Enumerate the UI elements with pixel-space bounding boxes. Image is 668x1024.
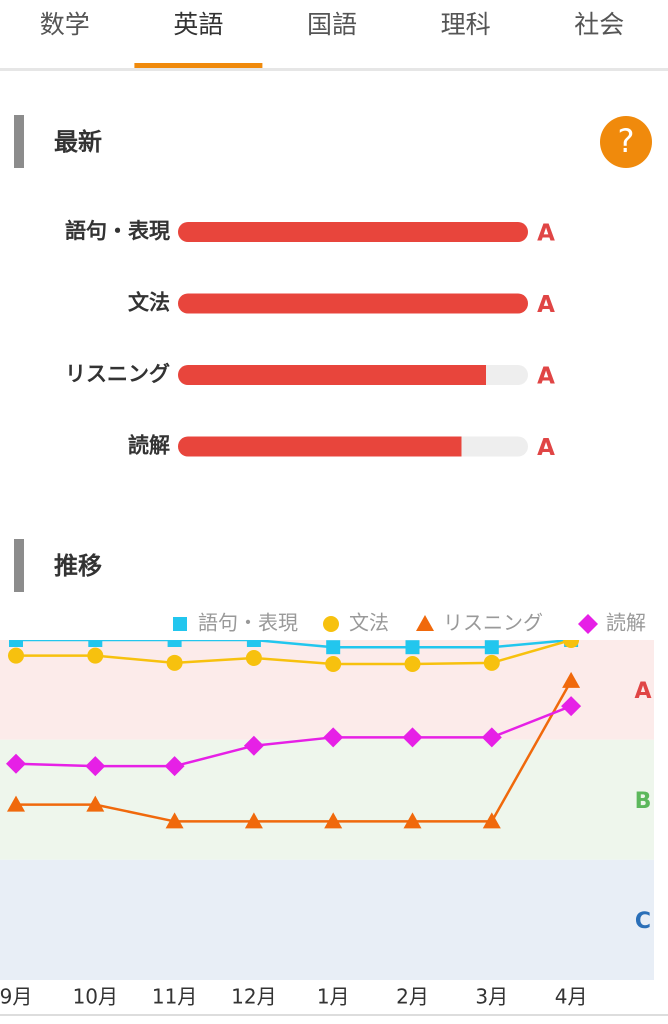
x-tick-label: 1月: [317, 985, 350, 1009]
series-line: [16, 680, 573, 823]
bar-label: 文法: [128, 291, 170, 315]
marker: [88, 640, 103, 647]
marker: [324, 812, 343, 829]
grade: A: [537, 435, 555, 461]
band-label: B: [635, 789, 652, 814]
legend-label: 語句・表現: [198, 611, 298, 635]
legend-marker: [323, 616, 339, 632]
legend-marker: [578, 614, 598, 634]
legend-label: リスニング: [443, 611, 543, 635]
marker: [6, 753, 26, 774]
marker: [245, 650, 262, 667]
marker: [402, 727, 423, 748]
bar-label: リスニング: [65, 362, 170, 386]
marker: [561, 696, 582, 717]
section-marker: [14, 539, 24, 592]
bar: [178, 293, 529, 314]
series-layer: [6, 640, 582, 829]
bar: [178, 365, 486, 385]
section-marker: [14, 115, 24, 168]
marker: [165, 812, 184, 829]
tab-label[interactable]: 社会: [574, 10, 624, 39]
band-label: A: [634, 679, 651, 704]
marker: [323, 727, 344, 748]
grade-band: [0, 859, 654, 980]
bar: [178, 222, 528, 242]
marker: [164, 756, 185, 777]
tab-label[interactable]: 理科: [441, 10, 491, 39]
legend-marker: [416, 615, 434, 631]
marker: [482, 812, 501, 829]
marker: [87, 647, 104, 664]
series-line: [15, 704, 572, 768]
grade: A: [537, 221, 555, 247]
tab-label[interactable]: 数学: [40, 10, 90, 39]
marker: [481, 727, 502, 748]
x-tick-label: 9月: [0, 985, 32, 1009]
x-tick-label: 10月: [73, 985, 118, 1009]
marker: [405, 640, 420, 655]
marker: [166, 654, 183, 671]
grade: A: [537, 292, 555, 318]
marker: [167, 640, 182, 647]
marker: [9, 640, 23, 647]
tab-label[interactable]: 英語: [173, 10, 223, 39]
marker: [325, 656, 342, 673]
bar-label: 読解: [128, 434, 170, 458]
legend-label: 読解: [606, 611, 646, 635]
marker: [563, 640, 580, 648]
grade: A: [537, 364, 555, 390]
x-tick-label: 11月: [152, 985, 197, 1009]
marker: [244, 812, 263, 829]
bar-label: 語句・表現: [65, 219, 170, 243]
marker: [85, 756, 106, 777]
legend-label: 文法: [349, 611, 389, 635]
x-tick-label: 3月: [475, 985, 508, 1009]
help-icon[interactable]: ?: [618, 122, 635, 160]
tab-label[interactable]: 国語: [307, 10, 357, 39]
marker: [246, 640, 261, 647]
marker: [484, 640, 499, 655]
section-title: 推移: [54, 552, 102, 580]
marker: [7, 795, 25, 812]
marker: [86, 795, 105, 812]
marker: [483, 654, 500, 671]
x-tick-label: 12月: [231, 985, 276, 1009]
x-tick-label: 2月: [396, 985, 429, 1009]
help-button[interactable]: [600, 116, 652, 168]
marker: [326, 640, 341, 655]
bands: A B C: [0, 640, 654, 980]
band-label: C: [635, 909, 651, 934]
marker: [243, 735, 264, 756]
bar: [178, 436, 462, 457]
legend-marker: [173, 617, 187, 631]
series-line: [16, 640, 572, 649]
marker: [8, 647, 24, 664]
grade-band: [0, 739, 654, 860]
tab-underline: [134, 63, 263, 68]
bottom-rule: [0, 1014, 668, 1016]
marker: [403, 812, 422, 829]
section-title: 最新: [54, 128, 102, 156]
marker: [562, 671, 581, 688]
x-tick-label: 4月: [555, 985, 588, 1009]
series-line: [16, 640, 572, 666]
marker: [404, 656, 421, 673]
tab-separator: [0, 68, 668, 71]
